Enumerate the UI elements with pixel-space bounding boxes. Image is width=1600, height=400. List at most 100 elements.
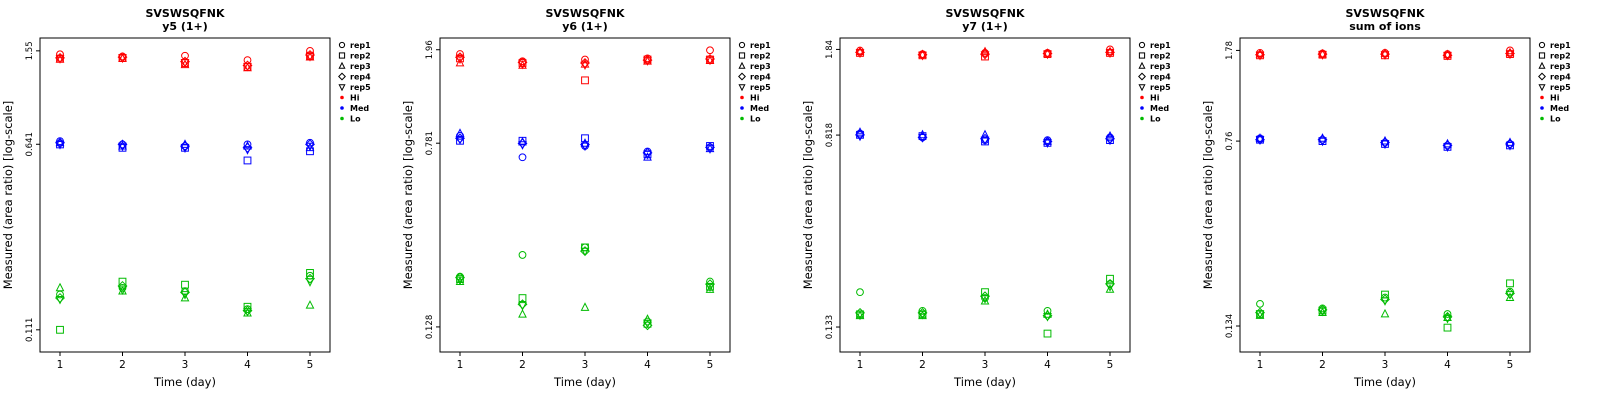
triangle-marker: [338, 61, 346, 69]
triangle-marker: [1105, 130, 1115, 140]
legend-label-med: Med: [350, 104, 369, 113]
triangle-marker: [643, 152, 652, 161]
triangle-down-marker: [1255, 136, 1265, 145]
legend-label-rep1: rep1: [350, 41, 371, 50]
triangle-marker: [918, 49, 927, 59]
triangle-down-marker: [1105, 49, 1115, 59]
square-marker: [1538, 52, 1546, 59]
triangle-down-marker: [1443, 314, 1452, 324]
triangle-marker: [305, 300, 315, 309]
legend-label-med: Med: [1150, 104, 1169, 113]
legend-label-lo: Lo: [1550, 115, 1561, 124]
triangle-down-marker: [1105, 283, 1115, 292]
diamond-marker: [642, 320, 653, 331]
triangle-down-marker: [55, 55, 65, 64]
circle-marker: [338, 41, 346, 49]
legend-label-rep5: rep5: [1550, 83, 1571, 92]
triangle-down-marker: [243, 146, 252, 155]
circle-marker: [856, 288, 864, 297]
y-axis-label: Measured (area ratio) [log-scale]: [801, 101, 815, 290]
panel-background: [400, 0, 800, 400]
circle-marker: [1443, 310, 1452, 318]
diamond-marker: [738, 72, 746, 81]
dot-marker: [740, 106, 744, 110]
square-marker: [1106, 274, 1114, 283]
y-tick-label: 0.134: [1225, 314, 1235, 338]
x-tick-label: 2: [119, 359, 126, 371]
triangle-marker: [1538, 61, 1546, 69]
x-tick-label: 1: [57, 359, 64, 371]
triangle-marker: [180, 292, 190, 302]
triangle-marker: [705, 284, 715, 293]
triangle-marker: [1505, 292, 1515, 301]
triangle-down-marker: [855, 132, 865, 142]
legend-label-rep5: rep5: [350, 83, 371, 92]
triangle-down-marker: [1318, 137, 1327, 147]
diamond-marker: [1138, 72, 1146, 81]
diamond-marker: [980, 291, 990, 302]
triangle-down-marker: [1505, 291, 1515, 300]
triangle-marker: [1138, 61, 1146, 69]
triangle-down-marker: [1505, 141, 1515, 151]
triangle-marker: [1043, 48, 1052, 57]
data-points: [1255, 46, 1515, 332]
triangle-down-marker: [455, 136, 465, 145]
x-tick-label: 3: [982, 359, 989, 371]
y-tick-label: 0.818: [825, 123, 835, 147]
triangle-down-marker: [1380, 51, 1390, 60]
legend-label-rep2: rep2: [1550, 52, 1571, 61]
x-tick-label: 2: [1319, 359, 1326, 371]
triangle-down-marker: [118, 142, 127, 152]
triangle-down-marker: [118, 286, 127, 295]
x-tick-label: 3: [1382, 359, 1389, 371]
triangle-marker: [980, 295, 990, 305]
y-tick-label: 1.84: [825, 40, 835, 59]
triangle-down-marker: [1043, 139, 1052, 149]
triangle-down-marker: [1043, 50, 1052, 60]
legend-label-rep2: rep2: [350, 52, 371, 61]
chart-title: SVSWSQFNK: [1345, 7, 1424, 20]
x-tick-label: 5: [707, 359, 714, 371]
square-marker: [56, 325, 64, 334]
triangle-down-marker: [580, 61, 590, 70]
triangle-marker: [1105, 46, 1115, 56]
legend-label-rep4: rep4: [350, 73, 371, 82]
legend-label-rep5: rep5: [1150, 83, 1171, 92]
triangle-down-marker: [518, 141, 527, 150]
triangle-down-marker: [1138, 84, 1146, 92]
y-axis-label: Measured (area ratio) [log-scale]: [1, 101, 15, 290]
triangle-down-marker: [455, 55, 465, 65]
x-tick-label: 5: [307, 359, 314, 371]
x-tick-label: 2: [519, 359, 526, 371]
triangle-down-marker: [1255, 310, 1265, 320]
triangle-down-marker: [738, 84, 746, 92]
y-axis-label: Measured (area ratio) [log-scale]: [401, 101, 415, 290]
triangle-down-marker: [580, 247, 590, 257]
triangle-marker: [1505, 47, 1515, 57]
diamond-marker: [1105, 278, 1115, 289]
triangle-down-marker: [643, 319, 652, 329]
dot-marker: [340, 106, 344, 110]
legend-label-med: Med: [750, 104, 769, 113]
y-tick-label: 1.78: [1225, 41, 1235, 60]
triangle-down-marker: [180, 58, 190, 68]
triangle-down-marker: [1255, 51, 1265, 61]
triangle-marker: [518, 309, 527, 318]
triangle-down-marker: [1505, 50, 1515, 60]
legend-label-hi: Hi: [1150, 94, 1160, 103]
legend-label-lo: Lo: [750, 115, 761, 124]
triangle-down-marker: [855, 311, 865, 321]
x-tick-label: 4: [244, 359, 251, 371]
circle-marker: [981, 294, 989, 302]
triangle-down-marker: [1318, 51, 1327, 60]
triangle-down-marker: [305, 278, 315, 287]
triangle-marker: [738, 61, 746, 69]
legend-label-rep4: rep4: [1150, 73, 1171, 82]
diamond-marker: [117, 281, 128, 291]
triangle-down-marker: [1443, 51, 1452, 61]
y-tick-label: 0.641: [25, 132, 35, 156]
triangle-marker: [643, 314, 652, 323]
